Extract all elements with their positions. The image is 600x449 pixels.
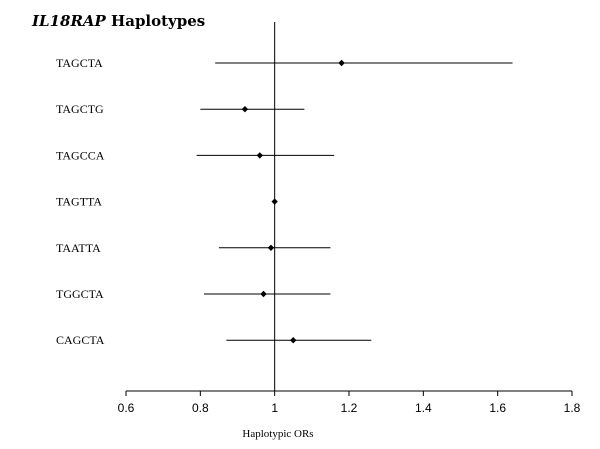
forest-row: TGGCTA — [56, 287, 331, 301]
x-tick-label: 0.6 — [118, 401, 135, 415]
row-label: TGGCTA — [56, 287, 104, 301]
row-label: TAGTTA — [56, 195, 102, 209]
row-label: TAGCTA — [56, 56, 103, 70]
row-label: CAGCTA — [56, 333, 105, 347]
forest-row: TAGCTA — [56, 56, 513, 70]
chart-title-suffix: Haplotypes — [106, 12, 205, 30]
x-tick-label: 0.8 — [192, 401, 209, 415]
forest-row: TAGTTA — [56, 195, 278, 209]
or-point — [256, 152, 263, 159]
x-axis-label: Haplotypic ORs — [242, 428, 313, 440]
or-point — [260, 290, 267, 298]
x-tick-label: 1.2 — [341, 401, 358, 415]
or-point — [267, 244, 275, 251]
forest-row: TAGCCA — [56, 148, 335, 162]
x-tick-label: 1 — [271, 401, 278, 415]
or-point — [241, 106, 249, 113]
rows-layer: TAGCTA TAGCTG TAGCCA TAGTTA TAATTA TGGCTA CAGC… — [56, 56, 513, 347]
forest-row: TAATTA — [56, 241, 331, 255]
forest-row: CAGCTA — [56, 333, 372, 347]
x-axis: 0.6 0.8 1 1.2 1.4 1.6 1.8 — [118, 390, 581, 415]
x-tick-label: 1.4 — [415, 401, 432, 415]
forest-row: TAGCTG — [56, 102, 305, 116]
or-point — [290, 337, 297, 344]
or-point — [338, 59, 345, 67]
x-tick-label: 1.6 — [489, 401, 506, 415]
row-label: TAATTA — [56, 241, 101, 255]
row-label: TAGCTG — [56, 102, 104, 116]
chart-title-gene: IL18RAP — [31, 12, 107, 30]
x-tick-label: 1.8 — [564, 401, 581, 415]
row-label: TAGCCA — [56, 148, 105, 162]
chart-title: IL18RAP Haplotypes — [31, 12, 205, 30]
